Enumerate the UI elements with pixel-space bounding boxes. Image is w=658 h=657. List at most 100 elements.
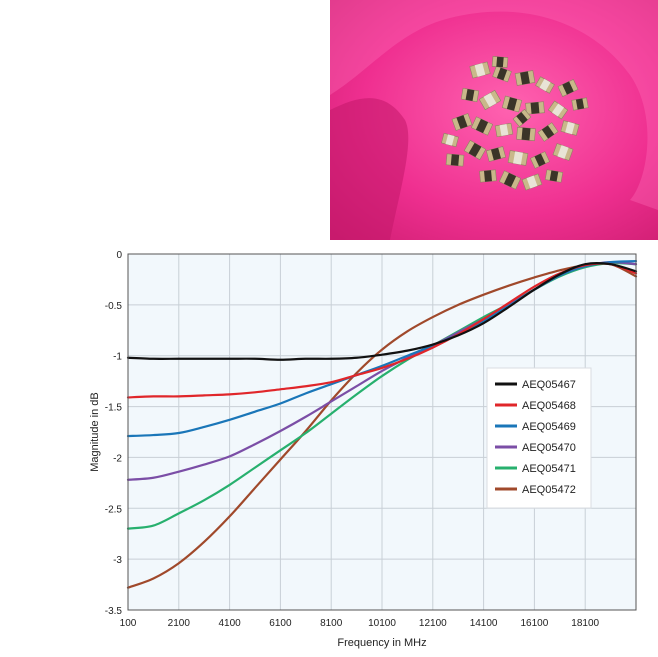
x-axis-label: Frequency in MHz: [337, 637, 426, 649]
legend-label: AEQ05472: [522, 484, 576, 496]
y-tick-label: -2.5: [105, 504, 123, 515]
chip-component: [547, 100, 569, 120]
chip-center: [496, 56, 504, 68]
chip-center: [483, 92, 497, 108]
chip-component: [571, 97, 589, 111]
chip-center: [534, 153, 546, 167]
chip-center: [445, 134, 455, 146]
y-tick-labels: 0 -0.5 -1 -1.5 -2 -2.5 -3 -3.5: [105, 250, 123, 617]
plot-border: [127, 253, 637, 611]
x-tick-label: 10100: [368, 618, 396, 629]
x-tick-label: 12100: [419, 618, 447, 629]
y-tick-label: -1.5: [105, 403, 123, 414]
chip-center: [496, 67, 508, 81]
photo-shadow: [330, 98, 409, 240]
y-tick-label: -1: [113, 352, 122, 363]
y-tick-label: -3.5: [105, 606, 123, 617]
x-tick-label: 16100: [520, 618, 548, 629]
series-lines: [126, 260, 638, 589]
x-tick-label: 14100: [470, 618, 498, 629]
chip-component: [441, 132, 459, 148]
chip-center: [465, 88, 475, 102]
legend-label: AEQ05468: [522, 400, 576, 412]
legend-label: AEQ05467: [522, 379, 576, 391]
chip-component: [521, 173, 543, 191]
chip-center: [513, 151, 523, 165]
chip-component: [537, 122, 559, 142]
chip-component: [560, 120, 580, 136]
chip-center: [450, 154, 460, 166]
x-tick-labels: 100 2100 4100 6100 8100 10100 12100 14100 16100 1…: [120, 618, 600, 629]
chip-component: [498, 170, 522, 190]
chip-component: [557, 79, 579, 97]
series-line-aeq05468: [126, 262, 638, 399]
product-photo: [330, 0, 658, 240]
chip-component: [485, 146, 507, 162]
chip-center: [456, 115, 468, 129]
y-tick-label: -0.5: [105, 301, 123, 312]
y-tick-label: 0: [116, 250, 122, 261]
chip-center: [468, 142, 482, 158]
chip-center: [562, 81, 574, 95]
chip-center: [526, 175, 538, 189]
chip-component: [516, 126, 536, 142]
legend: AEQ05467 AEQ05468 AEQ05469 AEQ05470 AEQ05471…: [486, 367, 592, 509]
series-line-aeq05472: [126, 262, 638, 589]
chip-component: [507, 150, 529, 166]
chip-component: [470, 116, 494, 136]
chip-component: [494, 122, 514, 138]
chip-component: [512, 108, 532, 128]
legend-label: AEQ05469: [522, 421, 576, 433]
frequency-response-chart: 100 2100 4100 6100 8100 10100 12100 14100 16100 1…: [0, 240, 658, 652]
photo-highlight: [330, 0, 658, 210]
y-tick-label: -3: [113, 555, 122, 566]
chip-center: [557, 145, 569, 159]
chip-component: [479, 169, 497, 183]
chip-center: [565, 121, 575, 135]
chip-center: [541, 125, 555, 139]
chip-center: [499, 123, 509, 137]
smd-components-image: [330, 0, 658, 240]
chip-component: [535, 76, 555, 94]
chip-component: [492, 65, 512, 83]
chip-center: [474, 63, 486, 77]
chip-component: [445, 153, 465, 167]
chip-component: [451, 113, 473, 131]
chip-component: [469, 61, 491, 79]
chip-component: [544, 169, 564, 183]
chip-component: [501, 95, 523, 113]
chip-component: [514, 70, 536, 86]
chip-center: [520, 71, 530, 85]
legend-label: AEQ05470: [522, 442, 576, 454]
chip-component: [491, 56, 509, 68]
x-tick-label: 18100: [571, 618, 599, 629]
x-tick-label: 6100: [269, 618, 292, 629]
chip-center: [475, 118, 489, 134]
legend-label: AEQ05471: [522, 463, 576, 475]
chip-component: [478, 89, 502, 111]
chip-center: [516, 112, 528, 124]
x-tick-label: 2100: [168, 618, 191, 629]
chip-center: [551, 103, 565, 117]
x-tick-label: 100: [120, 618, 137, 629]
chip-center: [539, 78, 551, 92]
chip-component: [530, 151, 550, 169]
chip-component: [460, 87, 480, 103]
chip-component: [552, 143, 574, 161]
series-line-aeq05467: [126, 261, 638, 361]
chip-center: [530, 102, 540, 114]
chip-component: [525, 101, 545, 115]
chart-svg: 100 2100 4100 6100 8100 10100 12100 14100 16100 1…: [89, 250, 638, 649]
y-tick-label: -2: [113, 453, 122, 464]
chip-center: [575, 98, 585, 110]
chip-center: [506, 97, 518, 111]
chip-center: [521, 127, 531, 141]
chip-center: [549, 170, 559, 182]
chip-center: [503, 172, 517, 188]
x-tick-label: 4100: [218, 618, 241, 629]
chip-center: [484, 170, 492, 182]
y-axis-label: Magnitude in dB: [89, 392, 101, 472]
chip-center: [490, 147, 502, 161]
chip-component: [463, 139, 487, 161]
x-tick-label: 8100: [320, 618, 343, 629]
